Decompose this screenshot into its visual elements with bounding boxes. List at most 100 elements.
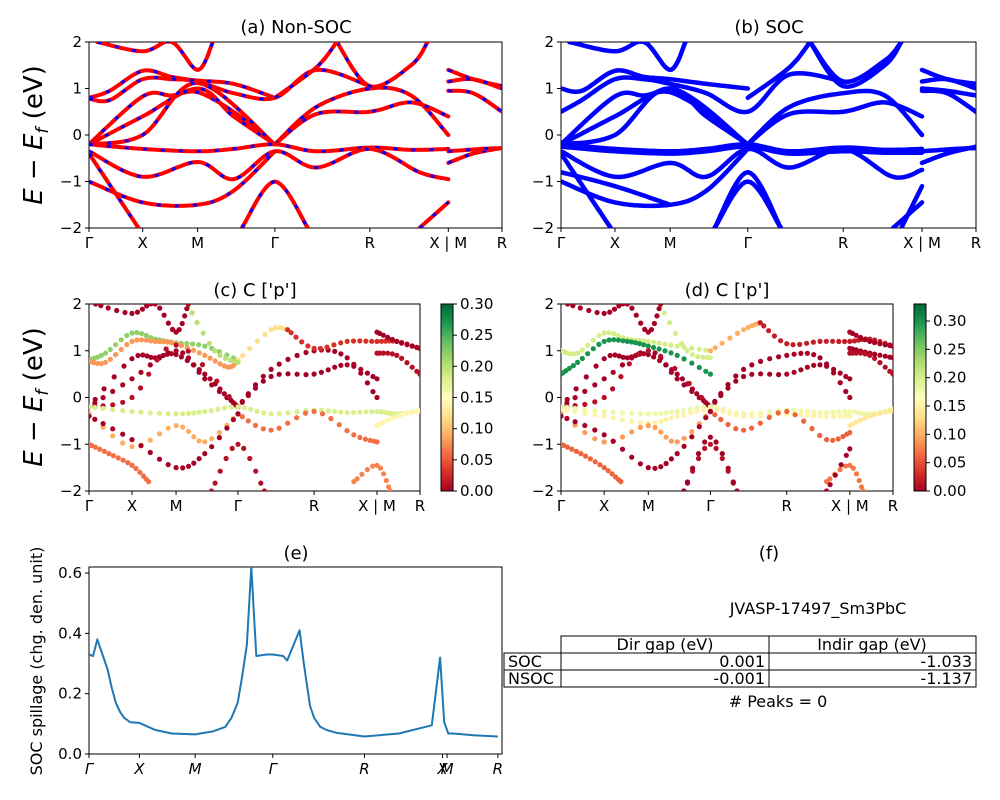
plot-area <box>89 42 502 228</box>
band-point <box>160 339 166 345</box>
band-point <box>629 355 635 361</box>
panel-c-colorbar: 0.00 0.05 0.10 0.15 0.20 0.25 0.30 <box>440 295 493 500</box>
band-point <box>305 343 311 349</box>
band-point <box>336 422 342 428</box>
band-point <box>663 410 669 416</box>
band-line <box>919 76 976 91</box>
band-point <box>228 404 234 410</box>
band-point <box>357 434 363 441</box>
band-point <box>311 345 317 351</box>
band-point <box>776 354 782 360</box>
panel-a-ylabel: E − Ef (eV) <box>19 65 53 205</box>
band-point <box>695 455 702 462</box>
band-point <box>399 412 405 418</box>
band-point <box>727 335 733 341</box>
band-line <box>272 100 451 147</box>
band-point <box>823 409 829 415</box>
band-point <box>113 352 119 358</box>
band-point <box>674 371 680 377</box>
band-line-overlay <box>273 100 449 146</box>
band-point <box>832 472 838 478</box>
band-point <box>842 409 848 415</box>
band-point <box>757 420 763 426</box>
band-point <box>137 469 143 475</box>
x-tick-label: X <box>127 497 137 515</box>
band-point <box>681 382 687 388</box>
band-point <box>138 409 144 415</box>
x-tick-label: R <box>971 234 981 252</box>
band-point <box>837 380 843 386</box>
band-point <box>616 304 622 309</box>
band-point <box>156 456 163 462</box>
band-point <box>658 353 664 359</box>
x-tick-label: R <box>838 234 848 252</box>
band-point <box>377 465 384 471</box>
band-point <box>572 395 578 401</box>
band-point <box>596 333 602 339</box>
band-point <box>165 350 171 356</box>
band-point <box>872 340 878 346</box>
band-point <box>817 355 823 361</box>
band-point <box>110 407 116 413</box>
band-point <box>867 352 873 358</box>
band-point <box>776 372 782 378</box>
band-point <box>699 395 705 401</box>
band-point <box>570 351 577 357</box>
band-point <box>120 440 126 446</box>
y-tick-label: 2 <box>544 295 554 313</box>
band-point <box>798 350 804 356</box>
x-tick-label: Γ <box>269 760 279 778</box>
band-point <box>239 414 245 420</box>
band-point <box>235 404 241 410</box>
band-point <box>610 369 616 375</box>
band-point <box>860 488 866 491</box>
band-point <box>745 324 751 330</box>
band-point <box>778 338 784 344</box>
band-line <box>272 85 451 147</box>
band-point <box>606 337 612 343</box>
band-point <box>681 408 687 414</box>
band-point <box>615 333 622 339</box>
y-tick-label: −2 <box>60 219 82 237</box>
colorbar-tick-label: 0.15 <box>460 389 493 407</box>
band-point <box>124 342 130 348</box>
band-point <box>668 438 675 444</box>
band-point <box>624 355 631 361</box>
panel-b-title: (b) SOC <box>734 17 803 38</box>
band-point <box>111 374 117 380</box>
band-point <box>817 338 823 344</box>
band-point <box>570 363 577 369</box>
band-point <box>827 476 833 482</box>
band-point <box>190 347 196 353</box>
y-tick-label: 2 <box>72 295 82 313</box>
band-point <box>377 350 383 356</box>
band-point <box>208 488 215 491</box>
band-point <box>387 488 393 491</box>
band-point <box>858 417 864 423</box>
band-point <box>324 344 330 350</box>
band-point <box>817 432 823 439</box>
band-point <box>332 348 338 354</box>
band-point <box>648 327 655 333</box>
band-line-overlay <box>89 68 276 100</box>
cell-soc-dir: 0.001 <box>719 652 765 671</box>
band-point <box>592 412 598 418</box>
plot-area <box>561 304 893 491</box>
band-point <box>882 342 888 348</box>
band-point <box>835 436 841 442</box>
band-point <box>619 410 626 416</box>
panel-d-colorbar: 0.00 0.05 0.10 0.15 0.20 0.25 0.30 <box>913 303 966 500</box>
band-point <box>148 354 154 360</box>
band-line <box>446 76 502 91</box>
band-point <box>851 338 858 344</box>
band-point <box>102 350 109 356</box>
band-point <box>619 434 626 440</box>
x-tick-label: M <box>170 497 183 515</box>
band-point <box>564 444 571 450</box>
band-point <box>877 410 883 416</box>
band-point <box>573 386 579 392</box>
band-point <box>593 363 599 369</box>
band-point <box>190 341 196 347</box>
band-point <box>338 351 344 357</box>
